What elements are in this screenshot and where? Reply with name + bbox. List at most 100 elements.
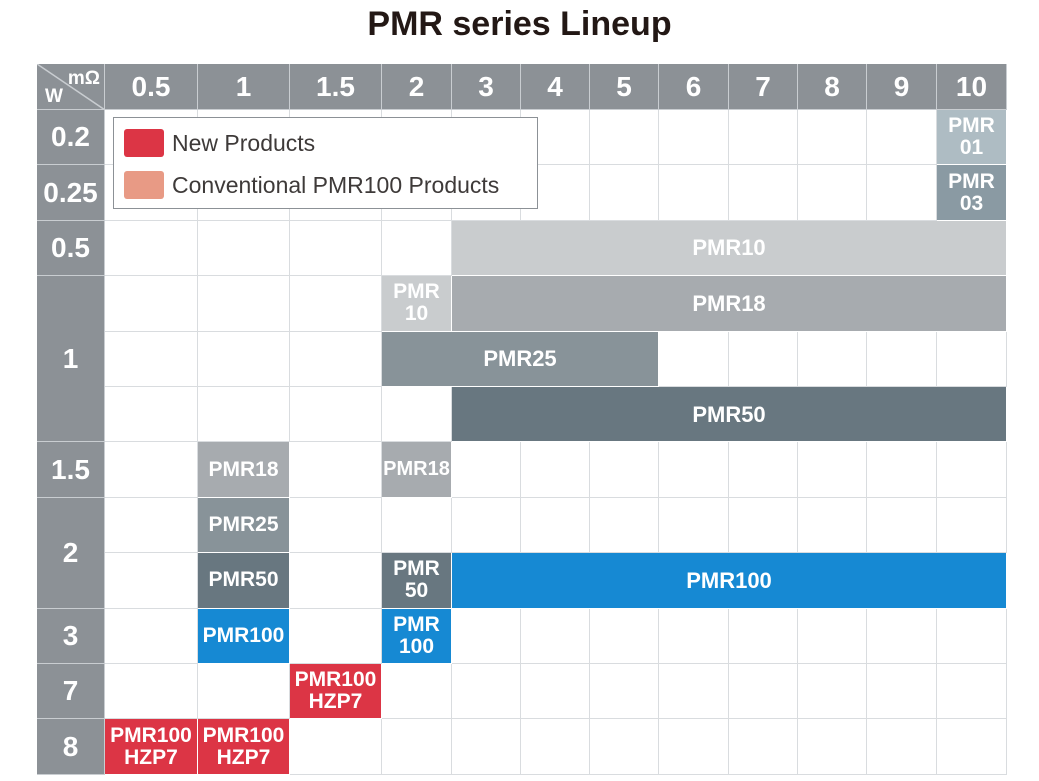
grid-cell [729, 110, 798, 166]
corner-header: mΩ W [37, 64, 105, 110]
row-header: 2 [37, 497, 105, 609]
legend-swatch-conventional [124, 171, 164, 199]
grid-cell [382, 719, 452, 775]
grid-cell [659, 497, 729, 554]
product-label: 50 [404, 579, 429, 603]
legend-item-new: New Products [124, 128, 315, 158]
grid-cell [452, 719, 521, 775]
column-header: 10 [937, 64, 1007, 110]
product-bar: PMR100 HZP7 [290, 664, 382, 720]
grid-cell [867, 497, 937, 554]
legend-item-conventional: Conventional PMR100 Products [124, 170, 499, 200]
grid-cell [937, 608, 1007, 664]
grid-cell [290, 497, 382, 554]
product-bar: PMR25 [198, 497, 290, 554]
grid-cell [798, 719, 867, 775]
grid-cell [729, 497, 798, 554]
grid-cell [590, 442, 659, 498]
chart-title: PMR series Lineup [367, 5, 672, 43]
grid-cell [105, 664, 198, 720]
grid-cell [659, 664, 729, 720]
product-label: 01 [959, 136, 984, 160]
product-bar: PMR100 [452, 553, 1007, 609]
grid-cell [590, 497, 659, 554]
legend-label-conventional: Conventional PMR100 Products [172, 171, 500, 198]
grid-cell [937, 497, 1007, 554]
grid-cell [867, 165, 937, 221]
grid-cell [798, 331, 867, 387]
product-label: PMR10 [692, 235, 766, 261]
grid-cell [729, 719, 798, 775]
column-header: 7 [729, 64, 798, 110]
grid-cell [105, 497, 198, 554]
grid-cell [382, 387, 452, 443]
grid-cell [105, 553, 198, 609]
grid-cell [290, 608, 382, 664]
grid-cell [867, 110, 937, 166]
column-header: 1.5 [290, 64, 382, 110]
grid-cell [521, 664, 590, 720]
grid-cell [452, 664, 521, 720]
grid-cell [521, 110, 590, 166]
grid-cell [798, 664, 867, 720]
grid-cell [937, 442, 1007, 498]
product-bar: PMR100 [198, 608, 290, 664]
grid-cell [729, 608, 798, 664]
product-label: PMR100 [686, 567, 772, 593]
row-header: 7 [37, 664, 105, 720]
grid-cell [590, 719, 659, 775]
column-header: 6 [659, 64, 729, 110]
grid-cell [659, 165, 729, 221]
product-bar: PMR 03 [937, 165, 1007, 221]
grid-cell [729, 165, 798, 221]
grid-cell [798, 442, 867, 498]
grid-cell [867, 664, 937, 720]
grid-cell [937, 664, 1007, 720]
product-label: PMR100 [110, 723, 192, 747]
product-label: HZP7 [308, 690, 363, 714]
grid-cell [290, 719, 382, 775]
product-bar: PMR18 [452, 276, 1007, 332]
grid-cell [867, 608, 937, 664]
legend: New Products Conventional PMR100 Product… [113, 117, 538, 209]
grid-cell [105, 220, 198, 277]
grid-cell [290, 553, 382, 609]
product-bar: PMR18 [198, 442, 290, 498]
row-header: 1.5 [37, 442, 105, 498]
row-header: 8 [37, 719, 105, 775]
grid-cell [521, 608, 590, 664]
product-bar: PMR18 [382, 442, 452, 498]
product-label: PMR18 [692, 290, 766, 316]
grid-cell [105, 276, 198, 332]
row-header: 0.5 [37, 220, 105, 277]
grid-cell [590, 110, 659, 166]
grid-cell [452, 497, 521, 554]
column-header: 3 [452, 64, 521, 110]
grid-cell [290, 220, 382, 277]
column-header: 2 [382, 64, 452, 110]
grid-cell [798, 110, 867, 166]
grid-cell [521, 719, 590, 775]
grid-cell [659, 110, 729, 166]
grid-cell [729, 442, 798, 498]
grid-cell [382, 497, 452, 554]
product-bar: PMR25 [382, 331, 659, 387]
grid-cell [798, 497, 867, 554]
row-header: 1 [37, 276, 105, 443]
product-label: PMR [393, 280, 440, 304]
grid-cell [729, 664, 798, 720]
grid-cell [659, 331, 729, 387]
grid-cell [290, 387, 382, 443]
product-label: 03 [959, 191, 984, 215]
grid-cell [105, 387, 198, 443]
grid-cell [105, 608, 198, 664]
product-label: PMR50 [208, 568, 279, 592]
grid-cell [867, 442, 937, 498]
grid-cell [590, 664, 659, 720]
product-label: PMR50 [692, 401, 766, 427]
grid-cell [198, 276, 290, 332]
grid-cell [198, 664, 290, 720]
